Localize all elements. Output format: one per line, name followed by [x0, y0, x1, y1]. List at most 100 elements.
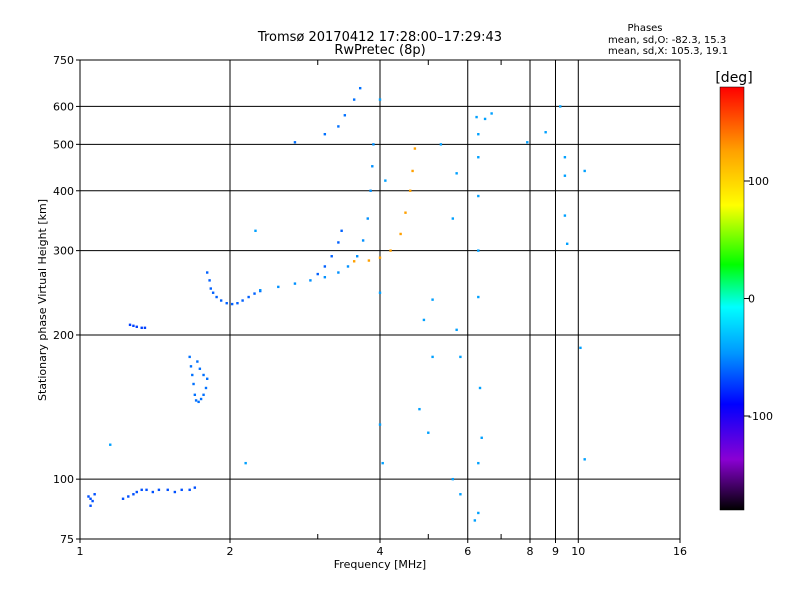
- data-point: [583, 169, 586, 173]
- data-point: [451, 477, 455, 481]
- data-point: [202, 373, 205, 377]
- data-point: [409, 189, 412, 192]
- y-tick-label: 200: [53, 329, 74, 342]
- colorbar-tick-label: -100: [748, 410, 773, 423]
- data-point: [352, 260, 356, 263]
- data-point: [399, 232, 402, 236]
- data-point: [451, 217, 455, 220]
- data-point: [526, 141, 529, 144]
- data-point: [490, 112, 493, 115]
- data-point: [371, 165, 374, 168]
- data-point: [378, 98, 382, 101]
- colorbar: [719, 86, 745, 511]
- data-point: [431, 298, 434, 301]
- data-point: [411, 169, 414, 173]
- data-point: [473, 519, 477, 522]
- data-point: [89, 497, 92, 500]
- data-point: [309, 279, 312, 282]
- data-point: [157, 488, 161, 492]
- data-point: [215, 295, 218, 299]
- data-point: [477, 295, 480, 299]
- data-point: [459, 355, 462, 359]
- data-point: [563, 214, 567, 217]
- phase-x-stats: mean, sd,X: 105.3, 19.1: [608, 46, 728, 57]
- data-point: [431, 355, 434, 359]
- phase-o-stats: mean, sd,O: -82.3, 15.3: [608, 35, 726, 46]
- data-point: [378, 256, 382, 259]
- x-tick-label: 10: [571, 545, 585, 558]
- data-point: [369, 189, 372, 192]
- data-point: [358, 86, 362, 90]
- data-point: [337, 271, 340, 274]
- data-point: [361, 239, 365, 242]
- data-point: [439, 143, 443, 146]
- data-point: [204, 386, 208, 390]
- colorbar-ticks: 100 0 -100: [744, 175, 773, 423]
- data-point: [483, 117, 487, 121]
- data-point: [477, 156, 480, 159]
- data-point: [372, 143, 375, 146]
- data-point: [378, 423, 382, 426]
- data-point: [196, 360, 199, 363]
- data-point: [219, 299, 223, 302]
- data-point: [135, 325, 138, 329]
- data-point: [323, 276, 327, 279]
- data-point: [378, 291, 382, 294]
- colorbar-tick-label: 100: [748, 175, 769, 188]
- x-tick-label: 16: [673, 545, 687, 558]
- chart-subtitle: RwPretec (8p): [334, 43, 425, 58]
- data-point: [477, 132, 480, 136]
- x-tick-label: 2: [227, 545, 234, 558]
- data-point: [340, 229, 343, 232]
- data-point: [193, 486, 197, 489]
- x-tick-label: 1: [77, 545, 84, 558]
- data-point: [140, 488, 143, 492]
- data-point: [180, 488, 183, 492]
- y-tick-label: 100: [53, 473, 74, 486]
- data-point: [343, 114, 347, 117]
- data-point: [188, 488, 191, 492]
- data-point: [277, 285, 280, 289]
- data-point: [244, 461, 247, 465]
- data-point: [323, 132, 327, 136]
- y-tick-label: 400: [53, 185, 74, 198]
- data-point: [352, 98, 356, 101]
- data-point: [135, 490, 138, 494]
- data-point: [132, 493, 135, 496]
- data-point: [323, 265, 327, 268]
- data-point: [193, 393, 197, 397]
- data-point: [367, 259, 371, 262]
- data-point: [197, 400, 200, 404]
- data-point: [188, 355, 191, 359]
- data-point: [316, 272, 319, 276]
- data-point: [559, 105, 562, 108]
- data-point: [455, 328, 458, 332]
- data-point: [259, 289, 262, 292]
- data-point: [121, 497, 125, 500]
- data-point: [346, 265, 350, 268]
- data-point: [109, 443, 112, 446]
- data-point: [198, 367, 202, 370]
- data-point: [166, 488, 169, 492]
- data-point: [418, 407, 421, 411]
- data-point: [145, 488, 148, 492]
- x-tick-label: 8: [527, 545, 534, 558]
- data-point: [427, 431, 430, 434]
- data-point: [173, 490, 177, 494]
- data-point: [337, 125, 340, 128]
- data-point: [247, 295, 250, 299]
- data-point: [93, 493, 96, 496]
- data-point: [389, 249, 392, 252]
- data-point: [225, 301, 228, 305]
- phases-header: Phases: [627, 23, 662, 34]
- data-point: [202, 393, 205, 397]
- data-point: [189, 365, 193, 368]
- data-point: [205, 377, 209, 380]
- data-point: [477, 249, 480, 252]
- data-point: [477, 511, 480, 515]
- x-tick-label: 9: [552, 545, 559, 558]
- data-point: [477, 194, 480, 198]
- data-point: [241, 299, 244, 302]
- data-point: [459, 493, 462, 496]
